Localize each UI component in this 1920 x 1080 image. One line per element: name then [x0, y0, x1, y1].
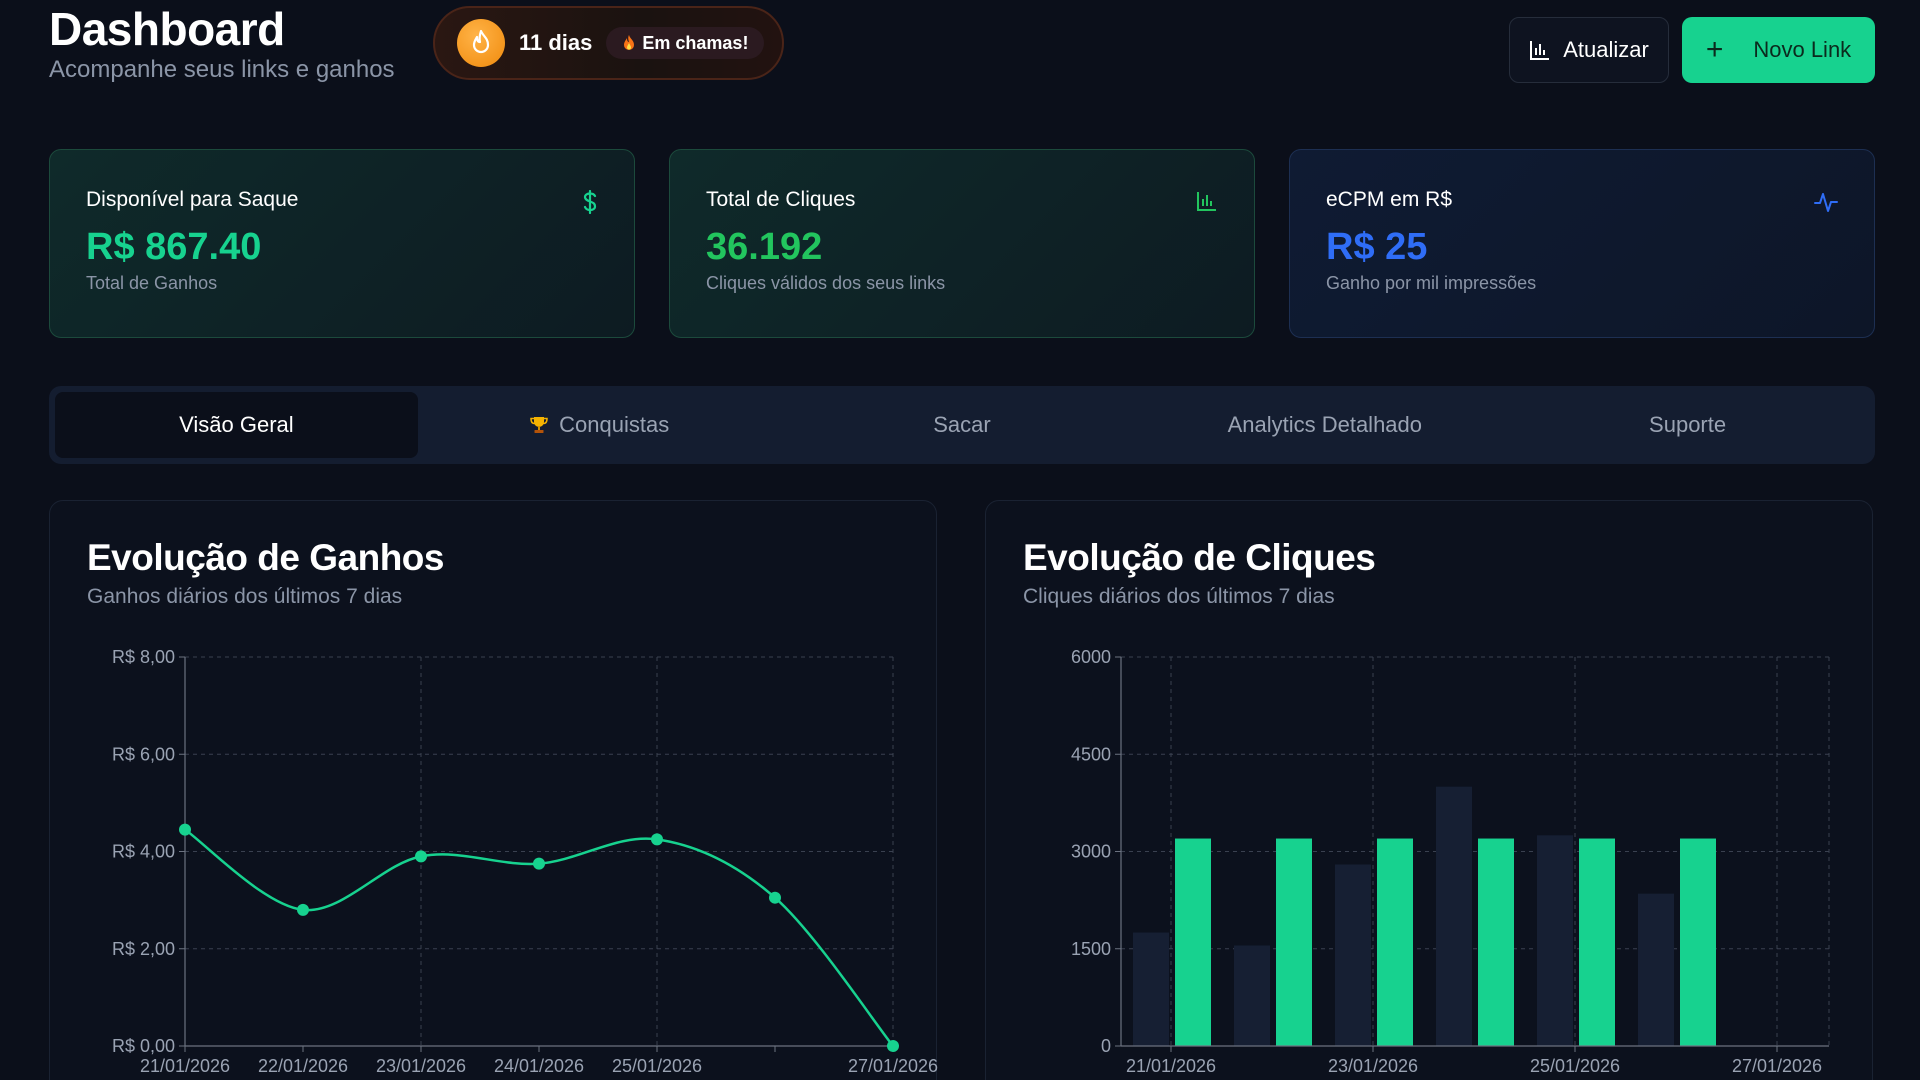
tab-withdraw[interactable]: Sacar [781, 392, 1144, 458]
x-tick-label: 22/01/2026 [258, 1056, 348, 1076]
data-point [179, 823, 191, 836]
x-tick-label: 21/01/2026 [140, 1056, 230, 1076]
x-tick-label: 27/01/2026 [848, 1056, 938, 1076]
card-value: R$ 25 [1326, 226, 1428, 268]
data-point [651, 833, 663, 846]
tab-label: Suporte [1649, 412, 1727, 437]
bar [1234, 945, 1270, 1046]
card-label: eCPM em R$ [1326, 188, 1453, 211]
clicks-bar-chart: 0 1500 3000 4500 6000 21/01/2026 23/01/2026 25/… [1071, 647, 1830, 1076]
y-tick-label: 6000 [1071, 647, 1111, 667]
activity-icon [1814, 193, 1838, 212]
tab-label: Analytics Detalhado [1227, 412, 1423, 437]
y-tick-label: R$ 8,00 [112, 647, 175, 667]
bar [1478, 838, 1514, 1046]
tab-bar: Visão Geral Conquistas Sacar Analytics D… [49, 386, 1875, 464]
refresh-button[interactable]: Atualizar [1509, 17, 1669, 83]
y-tick-label: 4500 [1071, 744, 1111, 764]
y-tick-label: R$ 4,00 [112, 842, 175, 862]
data-point [887, 1040, 899, 1052]
bar [1680, 838, 1716, 1046]
bar [1276, 838, 1312, 1046]
bar [1537, 835, 1573, 1046]
tab-analytics[interactable]: Analytics Detalhado [1143, 392, 1506, 458]
new-link-label: Novo Link [1753, 37, 1852, 62]
card-label: Disponível para Saque [86, 188, 299, 211]
card-sub: Cliques válidos dos seus links [706, 273, 946, 293]
dollar-icon [583, 190, 597, 214]
plus-icon: + [1705, 33, 1724, 66]
card-value: R$ 867.40 [86, 226, 262, 268]
data-point [533, 857, 545, 870]
y-tick-label: 1500 [1071, 939, 1111, 959]
header: Dashboard Acompanhe seus links e ganhos … [49, 0, 1875, 110]
on-fire-label: Em chamas! [642, 32, 749, 53]
streak-badge[interactable]: 11 dias Em chamas! [433, 6, 784, 80]
data-point [415, 850, 427, 863]
bar [1377, 838, 1413, 1046]
tab-label: Conquistas [559, 412, 670, 437]
card-ecpm: eCPM em R$ R$ 25 Ganho por mil impressõe… [1289, 149, 1875, 338]
x-tick-label: 25/01/2026 [612, 1056, 702, 1076]
chart-subtitle: Ganhos diários dos últimos 7 dias [87, 585, 403, 608]
page-subtitle: Acompanhe seus links e ganhos [49, 56, 395, 83]
tab-label: Visão Geral [179, 412, 294, 437]
card-label: Total de Cliques [706, 188, 856, 211]
y-tick-label: 0 [1101, 1036, 1111, 1056]
card-total-clicks: Total de Cliques 36.192 Cliques válidos … [669, 149, 1255, 338]
chart-subtitle: Cliques diários dos últimos 7 dias [1023, 585, 1335, 608]
x-tick-label: 24/01/2026 [494, 1056, 584, 1076]
chart-title: Evolução de Cliques [1023, 537, 1376, 578]
new-link-button[interactable]: + Novo Link [1682, 17, 1875, 83]
on-fire-badge: Em chamas! [606, 27, 765, 59]
data-point [769, 891, 781, 904]
bar-chart-icon [1530, 41, 1550, 60]
tab-label: Sacar [933, 412, 991, 437]
x-tick-label: 23/01/2026 [1328, 1056, 1418, 1076]
trophy-icon [530, 417, 548, 433]
fire-icon [624, 35, 635, 50]
bar [1175, 838, 1211, 1046]
card-sub: Total de Ganhos [86, 273, 218, 293]
x-tick-label: 21/01/2026 [1126, 1056, 1216, 1076]
x-tick-label: 25/01/2026 [1530, 1056, 1620, 1076]
y-tick-label: R$ 2,00 [112, 939, 175, 959]
x-tick-label: 23/01/2026 [376, 1056, 466, 1076]
bar [1579, 838, 1615, 1046]
flame-icon [457, 19, 505, 67]
tab-overview[interactable]: Visão Geral [55, 392, 418, 458]
y-tick-label: R$ 6,00 [112, 744, 175, 764]
bar-chart-icon [1197, 192, 1216, 211]
bar [1133, 932, 1169, 1046]
card-value: 36.192 [706, 226, 823, 268]
card-available-balance: Disponível para Saque R$ 867.40 Total de… [49, 149, 635, 338]
tab-achievements[interactable]: Conquistas [418, 392, 781, 458]
refresh-label: Atualizar [1563, 37, 1649, 62]
card-sub: Ganho por mil impressões [1326, 273, 1537, 293]
y-tick-label: 3000 [1071, 842, 1111, 862]
page-title: Dashboard [49, 3, 285, 55]
bar [1335, 864, 1371, 1046]
bar [1638, 893, 1674, 1046]
data-point [297, 903, 309, 916]
earnings-chart-panel: Evolução de Ganhos Ganhos diários dos úl… [49, 500, 938, 1080]
clicks-chart-panel: Evolução de Cliques Cliques diários dos … [985, 500, 1873, 1080]
bar [1436, 786, 1472, 1046]
x-tick-label: 27/01/2026 [1732, 1056, 1822, 1076]
streak-days: 11 dias [519, 30, 593, 55]
earnings-line-chart: R$ 0,00 R$ 2,00 R$ 4,00 R$ 6,00 R$ 8,00 21/01… [112, 647, 938, 1076]
y-tick-label: R$ 0,00 [112, 1036, 175, 1056]
tab-support[interactable]: Suporte [1506, 392, 1869, 458]
stats-cards: Disponível para Saque R$ 867.40 Total de… [49, 149, 1875, 339]
chart-title: Evolução de Ganhos [87, 537, 444, 578]
